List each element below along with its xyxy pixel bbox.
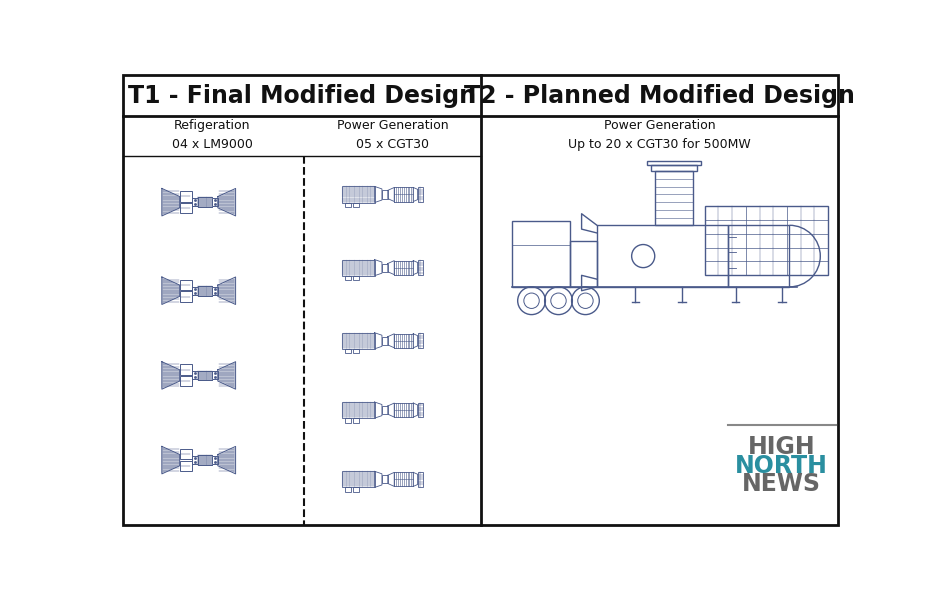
Bar	[180, 203, 192, 213]
Bar	[417, 333, 423, 348]
Bar	[597, 225, 728, 287]
Text: Refigeration
04 x LM9000: Refigeration 04 x LM9000	[172, 119, 252, 151]
Bar	[382, 406, 387, 414]
Bar	[342, 402, 374, 418]
Bar	[345, 276, 351, 280]
Bar	[353, 276, 358, 280]
Bar	[353, 488, 358, 492]
Text: Power Generation
05 x CGT30: Power Generation 05 x CGT30	[337, 119, 448, 151]
Bar	[180, 376, 192, 387]
Bar	[180, 449, 192, 460]
Bar	[655, 172, 693, 225]
Bar	[382, 191, 387, 198]
Bar	[192, 198, 198, 206]
Bar	[417, 187, 423, 202]
Bar	[192, 287, 198, 295]
Bar	[353, 203, 358, 207]
Bar	[570, 241, 597, 287]
Bar	[382, 475, 387, 484]
Bar	[382, 337, 387, 345]
Text: NORTH: NORTH	[735, 454, 828, 478]
Bar	[345, 418, 351, 422]
Text: NEWS: NEWS	[742, 472, 822, 496]
Text: T2 - Planned Modified Design: T2 - Planned Modified Design	[464, 84, 855, 108]
Bar	[192, 371, 198, 380]
Bar	[180, 461, 192, 471]
Bar	[212, 198, 218, 206]
Bar	[342, 260, 374, 276]
Bar	[512, 222, 570, 287]
Bar	[417, 472, 423, 486]
Bar	[345, 349, 351, 353]
Bar	[342, 333, 374, 349]
Bar	[212, 371, 218, 380]
Bar	[180, 292, 192, 302]
Bar	[180, 365, 192, 375]
Bar	[345, 203, 351, 207]
Text: Power Generation
Up to 20 x CGT30 for 500MW: Power Generation Up to 20 x CGT30 for 50…	[568, 119, 750, 151]
Bar	[417, 403, 423, 418]
Bar	[180, 191, 192, 201]
Bar	[212, 456, 218, 464]
Bar	[192, 456, 198, 464]
Text: T1 - Final Modified Design: T1 - Final Modified Design	[129, 84, 477, 108]
Text: HIGH: HIGH	[748, 435, 816, 459]
Bar	[345, 488, 351, 492]
Bar	[353, 349, 358, 353]
Bar	[353, 418, 358, 422]
Bar	[342, 471, 374, 488]
Bar	[704, 206, 828, 276]
Bar	[651, 165, 697, 172]
Bar	[417, 260, 423, 275]
Bar	[342, 187, 374, 203]
Bar	[212, 287, 218, 295]
Bar	[647, 160, 701, 165]
Bar	[382, 264, 387, 271]
Bar	[180, 280, 192, 290]
Bar	[728, 225, 790, 287]
